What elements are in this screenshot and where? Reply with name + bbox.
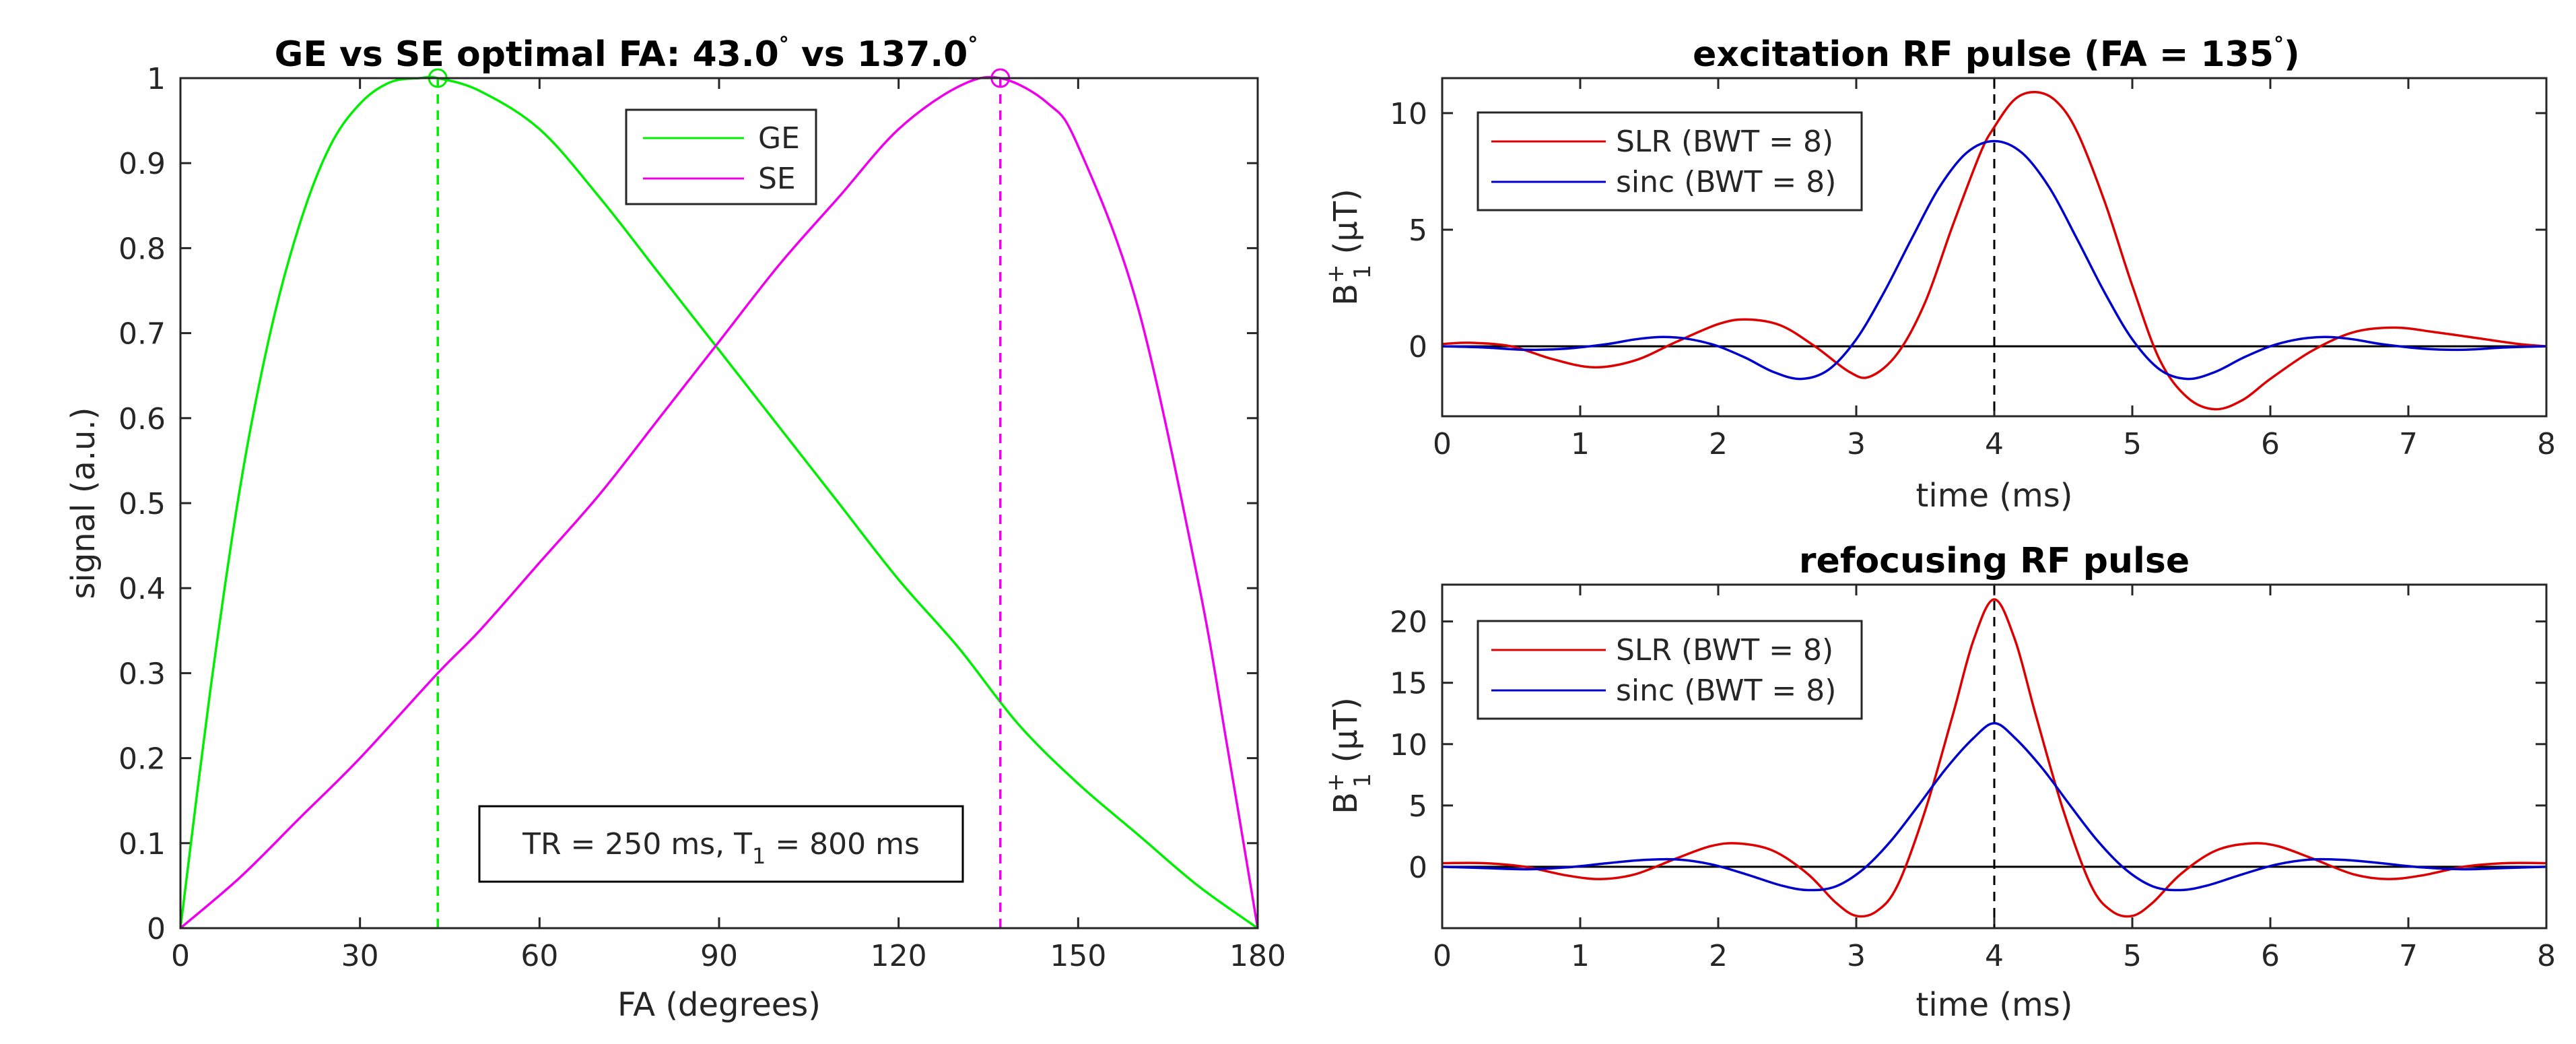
x-tick-label: 90	[700, 939, 738, 973]
y-tick-label: 0.9	[118, 147, 166, 181]
y-tick-label: 0	[147, 912, 166, 946]
refocusing-chart-ticks: 0 1 2 3 4 5 6 7 8 0 5 10 15 20	[1390, 585, 2556, 973]
signal-chart-ticks: 0 30 60 90 120 150 180 0 0.1 0.2 0.3 0.4 0.5 0.6 0.7 0.…	[118, 62, 1286, 973]
y-tick-label: 5	[1409, 789, 1427, 824]
y-tick-label: 1	[147, 62, 166, 96]
x-tick-label: 2	[1709, 939, 1728, 973]
legend-label-sinc: sinc (BWT = 8)	[1616, 165, 1836, 199]
x-tick-label: 5	[2123, 939, 2142, 973]
legend-label-slr: SLR (BWT = 8)	[1616, 633, 1833, 667]
y-tick-label: 0.5	[118, 487, 166, 521]
y-tick-label: 10	[1390, 97, 1427, 131]
x-tick-label: 1	[1571, 939, 1590, 973]
series-line-slr	[1442, 598, 2547, 918]
series-line-sinc	[1442, 139, 2547, 381]
refocusing-chart-legend: SLR (BWT = 8) sinc (BWT = 8)	[1477, 620, 1863, 720]
legend-label-se: SE	[758, 162, 796, 196]
x-tick-label: 4	[1985, 939, 2004, 973]
excitation-chart-legend-box	[1477, 111, 1863, 211]
x-tick-label: 3	[1847, 427, 1866, 461]
y-tick-label: 20	[1390, 606, 1427, 640]
excitation-chart-xlabel: time (ms)	[1916, 477, 2073, 515]
series-line-ge	[179, 75, 1259, 929]
y-tick-label: 0	[1409, 851, 1427, 885]
x-tick-label: 0	[1433, 427, 1452, 461]
y-tick-label: 0.3	[118, 657, 166, 691]
excitation-chart-legend: SLR (BWT = 8) sinc (BWT = 8)	[1477, 111, 1863, 211]
x-tick-label: 5	[2123, 427, 2142, 461]
y-tick-label: 0	[1409, 330, 1427, 364]
refocusing-chart-ylabel: B+1 (μT)	[1322, 697, 1376, 814]
refocusing-chart-marks	[1442, 585, 2547, 928]
series-line-se	[179, 75, 1259, 929]
signal-chart-ylabel: signal (a.u.)	[65, 407, 102, 599]
annotation-box	[478, 805, 964, 883]
y-tick-label: 0.1	[118, 827, 166, 861]
excitation-chart-title: excitation RF pulse (FA = 135°)	[1693, 33, 2300, 75]
signal-chart-xlabel: FA (degrees)	[617, 986, 821, 1024]
x-tick-label: 0	[1433, 939, 1452, 973]
y-tick-label: 10	[1390, 728, 1427, 762]
x-tick-label: 2	[1709, 427, 1728, 461]
x-tick-label: 7	[2399, 939, 2418, 973]
signal-chart-legend: GE SE	[625, 108, 817, 205]
y-tick-label: 15	[1390, 667, 1427, 701]
x-tick-label: 120	[871, 939, 927, 973]
series-line-sinc	[1442, 722, 2547, 892]
y-tick-label: 0.8	[118, 232, 166, 266]
x-tick-label: 0	[171, 939, 190, 973]
y-tick-label: 0.2	[118, 742, 166, 777]
x-tick-label: 1	[1571, 427, 1590, 461]
signal-chart-legend-box	[625, 108, 817, 205]
y-tick-label: 0.7	[118, 317, 166, 352]
x-tick-label: 4	[1985, 427, 2004, 461]
legend-label-sinc: sinc (BWT = 8)	[1616, 674, 1836, 708]
excitation-chart: excitation RF pulse (FA = 135°) 0 1 2 3 4 5 6 7…	[1322, 33, 2556, 515]
x-tick-label: 30	[341, 939, 379, 973]
x-tick-label: 60	[520, 939, 558, 973]
x-tick-label: 6	[2261, 939, 2280, 973]
signal-chart-title: GE vs SE optimal FA: 43.0° vs 137.0°	[275, 33, 978, 75]
x-tick-label: 7	[2399, 427, 2418, 461]
refocusing-chart-legend-box	[1477, 620, 1863, 720]
y-tick-label: 0.6	[118, 402, 166, 436]
legend-label-ge: GE	[758, 121, 800, 156]
x-tick-label: 150	[1050, 939, 1106, 973]
y-tick-label: 0.4	[118, 572, 166, 606]
x-tick-label: 180	[1229, 939, 1286, 973]
annotation-text: TR = 250 ms, T1 = 800 ms	[522, 827, 920, 869]
signal-chart-marks	[179, 68, 1259, 929]
x-tick-label: 8	[2537, 939, 2556, 973]
x-tick-label: 8	[2537, 427, 2556, 461]
refocusing-chart: refocusing RF pulse 0 1 2 3 4 5 6 7 8 0 5 10 15 20 ti…	[1322, 541, 2556, 1024]
excitation-chart-marks	[1442, 78, 2547, 416]
y-tick-label: 5	[1409, 214, 1427, 248]
signal-chart-axes-box	[179, 77, 1259, 929]
excitation-chart-ticks: 0 1 2 3 4 5 6 7 8 0 5 10	[1390, 78, 2556, 461]
series-line-slr	[1442, 90, 2547, 411]
excitation-chart-ylabel: B+1 (μT)	[1322, 189, 1376, 306]
refocusing-chart-title: refocusing RF pulse	[1799, 541, 2190, 581]
legend-label-slr: SLR (BWT = 8)	[1616, 125, 1833, 159]
signal-chart-annotation: TR = 250 ms, T1 = 800 ms	[478, 805, 964, 883]
x-tick-label: 3	[1847, 939, 1866, 973]
x-tick-label: 6	[2261, 427, 2280, 461]
signal-chart: GE vs SE optimal FA: 43.0° vs 137.0° 0 30…	[65, 33, 1286, 1024]
refocusing-chart-axes-box	[1441, 583, 2548, 929]
refocusing-chart-xlabel: time (ms)	[1916, 986, 2073, 1024]
excitation-chart-axes-box	[1441, 77, 2548, 418]
